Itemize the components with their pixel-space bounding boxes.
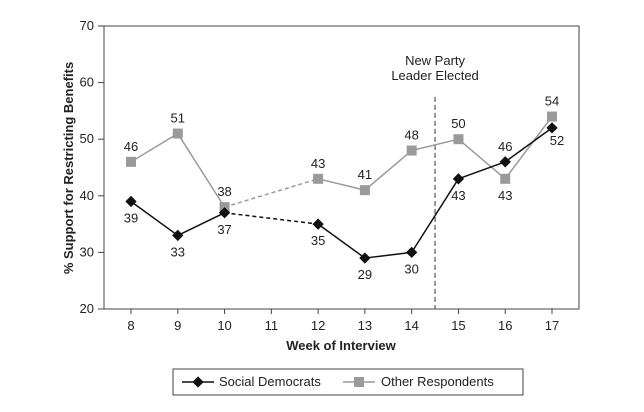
series-segment: [411, 138, 459, 152]
y-tick-label: 30: [80, 244, 94, 259]
data-label: 52: [550, 133, 564, 148]
series-segment: [317, 223, 366, 259]
x-tick-label: 9: [174, 318, 181, 333]
leader-elected-annotation: New Party Leader Elected: [391, 53, 479, 309]
legend-label-social-democrats: Social Democrats: [219, 374, 321, 389]
data-point: [172, 128, 183, 139]
series-segment: [130, 132, 179, 163]
data-point: [359, 185, 370, 196]
x-tick-label: 16: [498, 318, 512, 333]
data-label: 38: [217, 184, 231, 199]
series-segment: [317, 178, 366, 191]
legend-label-other-respondents: Other Respondents: [381, 374, 494, 389]
legend-marker-other-respondents: [354, 377, 364, 387]
series-segment: [504, 116, 553, 180]
data-point: [359, 252, 371, 264]
x-tick-label: 8: [127, 318, 134, 333]
y-tick-label: 60: [80, 75, 94, 90]
data-label: 48: [404, 128, 418, 143]
series-social-democrats: 39 33 37 35 29 30 43 46 52: [124, 122, 564, 282]
series-segment: [224, 178, 319, 208]
data-label: 30: [404, 261, 418, 276]
x-tick-label: 10: [217, 318, 231, 333]
data-label: 54: [545, 94, 559, 109]
data-point: [547, 111, 557, 122]
legend-marker-social-democrats: [192, 376, 204, 388]
y-tick-label: 50: [80, 131, 94, 146]
x-tick-label: 11: [265, 318, 279, 333]
data-point: [126, 156, 136, 167]
x-tick-label: 14: [404, 318, 418, 333]
data-point: [406, 145, 417, 156]
data-point: [499, 156, 511, 168]
series-segment: [504, 127, 553, 163]
data-point: [125, 195, 137, 208]
series-segment: [224, 212, 319, 225]
data-point: [452, 173, 465, 185]
data-point: [218, 207, 231, 219]
data-label: 39: [124, 210, 138, 225]
series-segment: [364, 251, 412, 259]
x-axis-title: Week of Interview: [286, 338, 396, 353]
annotation-line-1: New Party: [405, 53, 465, 68]
data-label: 46: [124, 139, 138, 154]
y-tick-label: 70: [80, 18, 94, 33]
series-segment: [177, 133, 226, 208]
series-other-respondents: 46 51 38 43 41 48 50 43 54: [124, 94, 559, 213]
x-axis: 8 9 10 11 12 13 14 15 16 17: [127, 309, 559, 333]
plot-frame: [103, 25, 580, 310]
y-axis: 20 30 40 50 60 70: [80, 18, 104, 316]
series-segment: [364, 149, 413, 191]
annotation-line-2: Leader Elected: [391, 68, 478, 83]
data-label: 35: [311, 233, 325, 248]
y-tick-label: 20: [80, 301, 94, 316]
x-tick-label: 15: [451, 318, 465, 333]
data-label: 33: [171, 244, 185, 259]
data-label: 51: [171, 111, 185, 126]
data-label: 37: [217, 222, 231, 237]
data-label: 43: [498, 188, 512, 203]
series-segment: [458, 161, 506, 180]
data-label: 50: [451, 116, 465, 131]
data-point: [219, 202, 230, 213]
x-tick-label: 17: [545, 318, 559, 333]
series-layer: 46 51 38 43 41 48 50 43 54 39 33 37 35 29 30 43 46 52: [124, 94, 564, 283]
data-point: [546, 122, 558, 134]
data-label: 46: [498, 139, 512, 154]
y-tick-label: 40: [80, 188, 94, 203]
series-segment: [411, 178, 460, 253]
data-point: [313, 173, 324, 184]
x-tick-label: 12: [311, 318, 325, 333]
data-label: 29: [358, 267, 372, 282]
data-label: 43: [311, 156, 325, 171]
data-point: [312, 218, 324, 230]
data-point: [172, 229, 184, 242]
y-axis-title: % Support for Restricting Benefits: [61, 62, 76, 274]
data-point: [500, 173, 511, 184]
legend: Social Democrats Other Respondents: [172, 368, 524, 396]
data-label: 41: [358, 167, 372, 182]
data-label: 43: [451, 188, 465, 203]
series-segment: [130, 200, 179, 237]
series-segment: [177, 212, 225, 237]
x-tick-label: 13: [358, 318, 372, 333]
data-point: [453, 134, 464, 145]
data-point: [406, 246, 418, 259]
series-segment: [457, 138, 506, 180]
